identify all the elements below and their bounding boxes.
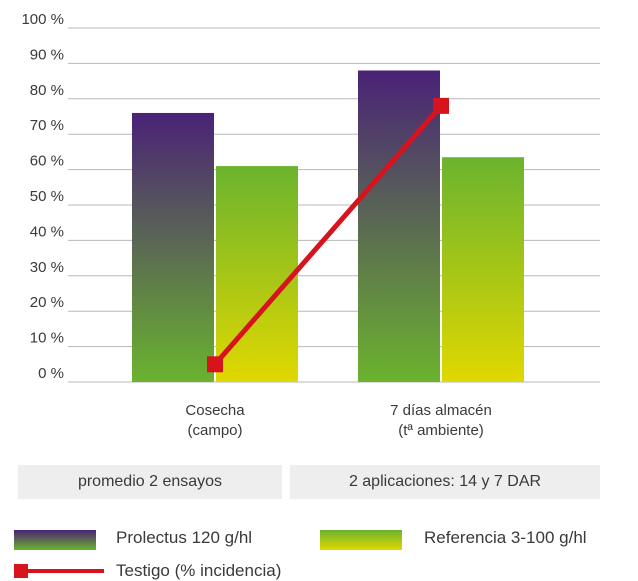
legend-label-referencia: Referencia 3-100 g/hl <box>424 528 587 547</box>
legend-label-prolectus: Prolectus 120 g/hl <box>116 528 253 547</box>
y-tick-label: 30 % <box>30 259 64 276</box>
note-trials: promedio 2 ensayos <box>18 465 282 499</box>
bar-prolectus <box>358 70 440 382</box>
y-tick-label: 90 % <box>30 46 64 63</box>
y-tick-label: 100 % <box>21 11 64 28</box>
legend-swatch-testigo <box>14 564 104 578</box>
x-tick-label: Cosecha <box>185 402 245 419</box>
point-testigo <box>433 97 449 114</box>
line-testigo <box>213 104 443 366</box>
y-tick-label: 0 % <box>38 365 64 382</box>
bar-prolectus <box>132 112 214 383</box>
legend-label-testigo: Testigo (% incidencia) <box>116 561 282 580</box>
y-tick-label: 80 % <box>30 82 64 99</box>
y-tick-label: 10 % <box>30 330 64 347</box>
legend-swatch-referencia <box>320 530 402 550</box>
y-tick-label: 20 % <box>30 294 64 311</box>
x-tick-label: 7 días almacén <box>390 402 492 419</box>
y-tick-label: 70 % <box>30 117 64 134</box>
y-tick-label: 50 % <box>30 188 64 205</box>
bar-referencia <box>442 157 524 382</box>
note-applications: 2 aplicaciones: 14 y 7 DAR <box>290 465 600 499</box>
y-tick-label: 40 % <box>30 223 64 240</box>
y-tick-label: 60 % <box>30 153 64 170</box>
point-testigo <box>207 356 223 373</box>
note-applications-text: 2 aplicaciones: 14 y 7 DAR <box>348 473 542 490</box>
legend-swatch-prolectus <box>14 530 96 550</box>
x-tick-label: (campo) <box>187 422 242 439</box>
x-tick-label: (tª ambiente) <box>398 422 484 439</box>
note-trials-text: promedio 2 ensayos <box>77 473 223 490</box>
